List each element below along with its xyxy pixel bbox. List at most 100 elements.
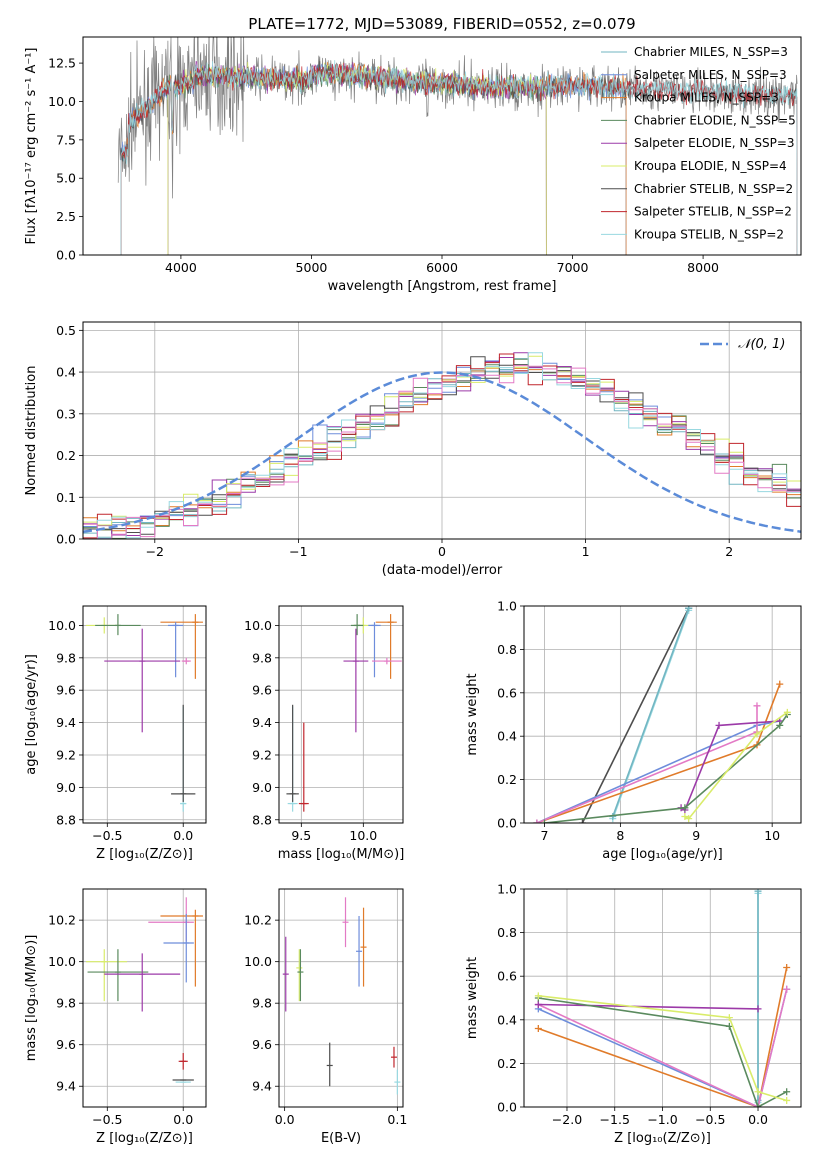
axes-frame: [278, 888, 404, 1108]
axes-frame: [82, 605, 207, 824]
x-tick-label: −1: [289, 544, 307, 559]
x-axis-label: Z [log₁₀(Z/Z⊙)]: [96, 1131, 193, 1146]
plus-marker: [685, 606, 693, 612]
data-point-pink: [181, 657, 191, 665]
legend-label: Kroupa MILES, N_SSP=3: [634, 91, 779, 105]
y-tick-label: 9.8: [252, 650, 272, 665]
plus-marker: [534, 992, 542, 1000]
histogram-chabrier-stelib: [83, 356, 801, 535]
age_vs_mass-axes: 9.5 10.0 8.8 9.0 9.2 9.4 9.6 9.8 10.0 mass [log₁₀…: [244, 606, 404, 862]
x-tick-label: 0.0: [275, 1112, 295, 1127]
x-tick-label: 9: [692, 828, 700, 843]
plus-marker: [725, 1022, 733, 1030]
y-tick-label: 10.0: [244, 618, 272, 633]
x-tick-label: −2.0: [552, 1112, 582, 1127]
axes-frame: [82, 36, 802, 256]
y-tick-label: 10.2: [48, 913, 76, 928]
y-tick-label: 2.5: [56, 209, 76, 224]
spectrum-axes: 4000 5000 6000 7000 8000 0.0 2.5 5.0 7.5 10.0 12.5…: [24, 15, 719, 294]
series-line: [581, 607, 690, 823]
series-line: [536, 683, 781, 823]
plus-marker: [783, 708, 791, 716]
data-point-salpeter-miles: [163, 913, 194, 983]
y-tick-label: 9.6: [252, 1037, 272, 1052]
legend-label: 𝒩(0, 1): [738, 337, 785, 352]
y-tick-label: 10.2: [244, 913, 272, 928]
data-point-chabrier-stelib: [286, 704, 299, 802]
y-tick-label: 9.2: [56, 747, 76, 762]
series-kroupa-elodie: [681, 708, 791, 823]
plus-marker: [715, 721, 723, 729]
data-point-pink: [148, 897, 194, 941]
series-line: [538, 967, 788, 1107]
y-tick-label: 0.2: [497, 772, 517, 787]
y-tick-label: 9.8: [56, 996, 76, 1011]
data-point-chabrier-elodie: [297, 949, 304, 1002]
plus-marker: [753, 702, 761, 710]
data-point-kroupa-miles: [360, 907, 367, 987]
x-tick-label: 7000: [557, 260, 589, 275]
legend-label: Chabrier MILES, N_SSP=3: [634, 45, 788, 59]
legend-label: Salpeter MILES, N_SSP=3: [634, 68, 787, 82]
data-point-salpeter-miles: [368, 622, 381, 678]
histogram-axes: −2 −1 0 1 2 0.0 0.1 0.2 0.3 0.4 0.5 (data-model)/er…: [24, 322, 801, 578]
y-axis-label: mass weight: [465, 673, 480, 755]
y-tick-label: 10.0: [48, 618, 76, 633]
y-tick-label: 0.4: [56, 365, 76, 380]
weight_vs_age-series: [533, 606, 791, 823]
y-tick-label: 0.8: [497, 925, 517, 940]
y-tick-label: 10.0: [244, 954, 272, 969]
plus-marker: [776, 721, 784, 729]
weight_vs_Z-axes: −2.0 −1.5 −1.0 −0.5 0.0 0.0 0.2 0.4 0.6 0.8 1.0 Z […: [465, 882, 801, 1146]
y-tick-label: 9.6: [56, 683, 76, 698]
y-tick-label: 0.2: [56, 448, 76, 463]
x-tick-label: 0.0: [748, 1112, 768, 1127]
normal-curve: [83, 371, 801, 533]
series-line: [538, 997, 788, 1107]
x-tick-label: 0.0: [173, 828, 193, 843]
x-tick-label: 4000: [165, 260, 197, 275]
series-chabrier-miles: [754, 889, 762, 1104]
plus-marker: [754, 889, 762, 895]
y-tick-label: 1.0: [497, 599, 517, 614]
series-line: [544, 714, 788, 823]
weight_vs_age-axes: 7 8 9 10 0.0 0.2 0.4 0.6 0.8 1.0 age [log₁₀(age/yr…: [465, 599, 801, 862]
series-kroupa-miles: [533, 680, 784, 823]
y-tick-label: 0.3: [56, 406, 76, 421]
y-tick-label: 9.4: [56, 1079, 76, 1094]
legend-label: Salpeter ELODIE, N_SSP=3: [634, 136, 795, 150]
model-kroupa-stelib: [120, 60, 798, 255]
legend-label: Salpeter STELIB, N_SSP=2: [634, 205, 792, 219]
data-point-salpeter-stelib: [298, 722, 309, 812]
y-tick-label: 9.8: [252, 996, 272, 1011]
data-point-kroupa-elodie: [86, 949, 128, 1002]
x-axis-label: (data-model)/error: [382, 563, 503, 578]
x-tick-label: −0.5: [695, 1112, 725, 1127]
legend-label: Chabrier STELIB, N_SSP=2: [634, 182, 793, 196]
y-tick-label: 0.0: [56, 248, 76, 263]
observed-spectrum: [117, 37, 798, 199]
plus-marker: [534, 1001, 542, 1009]
axes-frame: [82, 888, 207, 1108]
y-axis-label: mass weight: [465, 957, 480, 1039]
data-point-pink: [372, 657, 402, 665]
series-chabrier-elodie: [534, 994, 791, 1107]
plus-marker: [685, 815, 693, 823]
y-tick-label: 1.0: [497, 882, 517, 897]
y-tick-label: 0.2: [497, 1056, 517, 1071]
y-tick-label: 9.4: [252, 715, 272, 730]
series-line: [537, 989, 788, 1107]
series-salpeter-elodie: [677, 717, 784, 814]
data-point-chabrier-elodie: [87, 949, 149, 1002]
mass_vs_EBV-points: [282, 897, 401, 1095]
plus-marker: [776, 680, 784, 688]
data-point-chabrier-elodie: [95, 614, 141, 636]
x-tick-label: −0.5: [92, 1112, 122, 1127]
mass_vs_Z-axes: −0.5 0.0 9.4 9.6 9.8 10.0 10.2 Z [log₁₀(Z/Z⊙)] m…: [24, 889, 206, 1146]
data-point-chabrier-stelib: [326, 1042, 333, 1087]
y-tick-label: 9.0: [56, 780, 76, 795]
series-kroupa-elodie: [534, 992, 791, 1104]
series-line: [680, 720, 780, 812]
y-tick-label: 7.5: [56, 132, 76, 147]
